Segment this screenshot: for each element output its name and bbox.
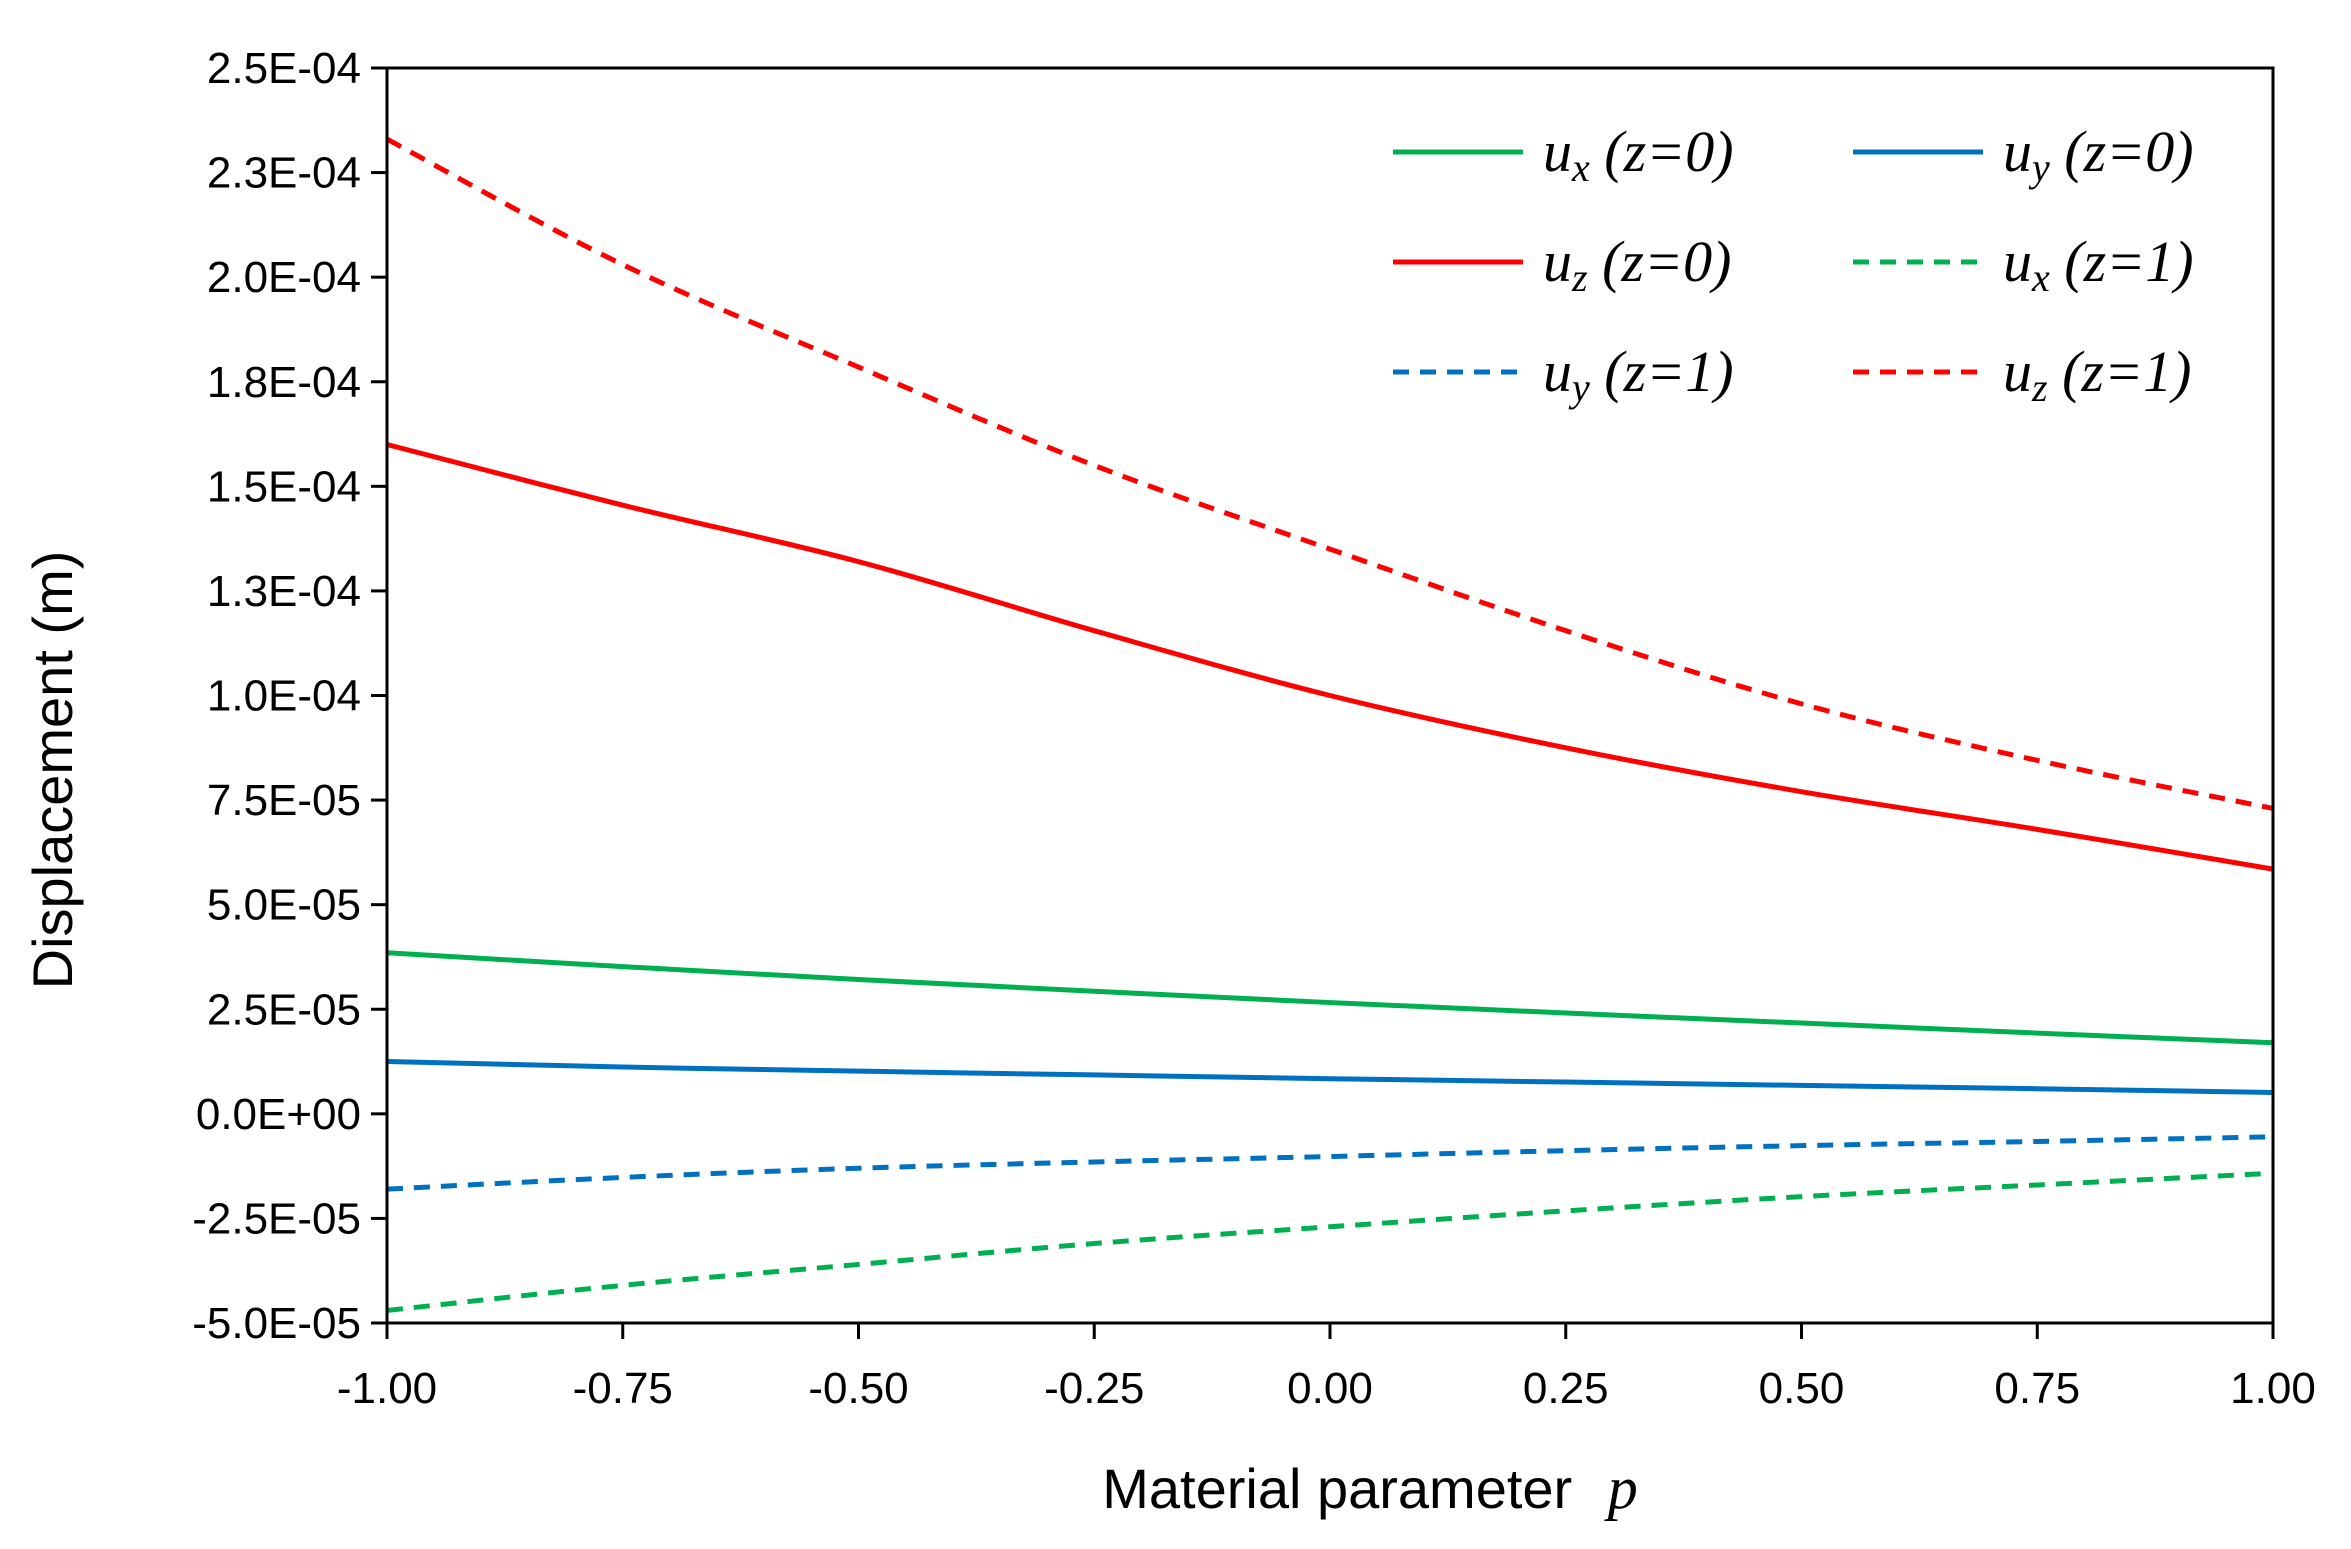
x-tick-label: -1.00 <box>337 1364 437 1413</box>
legend-entry: uz (z=0) <box>1393 229 1731 300</box>
legend-label: uy (z=0) <box>2003 119 2194 190</box>
series-line-uz-z-1 <box>385 136 2274 811</box>
y-tick-label: 2.5E-04 <box>207 44 361 93</box>
series-line-uy-z-1 <box>386 1134 2274 1192</box>
series-line-uy-z-0 <box>386 1059 2274 1095</box>
x-tick-label: -0.50 <box>808 1364 908 1413</box>
legend-entry: uy (z=1) <box>1393 339 1734 410</box>
x-tick-label: 0.50 <box>1759 1364 1845 1413</box>
x-axis-title-text: Material parameter <box>1102 1457 1572 1520</box>
x-tick-label: 0.25 <box>1523 1364 1609 1413</box>
series-layer <box>385 136 2274 1313</box>
series-line-ux-z-1 <box>386 1170 2274 1313</box>
legend-label: uy (z=1) <box>1543 339 1734 410</box>
legend-entry: uz (z=1) <box>1853 339 2191 410</box>
y-tick-label: 1.0E-04 <box>207 672 361 721</box>
x-tick-label: -0.75 <box>573 1364 673 1413</box>
legend-entry: ux (z=0) <box>1393 119 1734 190</box>
y-tick-label: 2.3E-04 <box>207 149 361 198</box>
y-tick-label: -2.5E-05 <box>192 1194 361 1243</box>
y-tick-label: -5.0E-05 <box>192 1299 361 1348</box>
series-line-ux-z-0 <box>386 950 2274 1046</box>
x-tick-label: 1.00 <box>2230 1364 2316 1413</box>
x-tick-label: 0.00 <box>1287 1364 1373 1413</box>
y-tick-label: 1.5E-04 <box>207 462 361 511</box>
y-tick-label: 2.5E-05 <box>207 985 361 1034</box>
legend-entry: ux (z=1) <box>1853 229 2194 300</box>
legend-label: ux (z=1) <box>2003 229 2194 300</box>
legend: ux (z=0) uy (z=0) uz (z=0) ux (z=1) uy (z=1)… <box>1393 119 2194 410</box>
x-tick-label: 0.75 <box>1994 1364 2080 1413</box>
y-tick-label: 5.0E-05 <box>207 881 361 930</box>
x-axis-title-var: p <box>1604 1455 1638 1521</box>
y-tick-label: 1.3E-04 <box>207 567 361 616</box>
legend-label: uz (z=1) <box>2003 339 2191 410</box>
y-axis-title: Displacement (m) <box>21 551 84 990</box>
y-tick-label: 2.0E-04 <box>207 253 361 302</box>
x-tick-label: -0.25 <box>1044 1364 1144 1413</box>
legend-label: ux (z=0) <box>1543 119 1734 190</box>
series-line-uz-z-0 <box>386 442 2274 872</box>
ticks-layer: -5.0E-05 -2.5E-05 0.0E+00 2.5E-05 5.0E-05 7.5… <box>192 44 2316 1413</box>
y-tick-label: 1.8E-04 <box>207 358 361 407</box>
y-tick-label: 0.0E+00 <box>196 1090 361 1139</box>
x-axis-title: Material parameter p <box>1102 1455 1638 1521</box>
y-tick-label: 7.5E-05 <box>207 776 361 825</box>
legend-label: uz (z=0) <box>1543 229 1731 300</box>
legend-entry: uy (z=0) <box>1853 119 2194 190</box>
